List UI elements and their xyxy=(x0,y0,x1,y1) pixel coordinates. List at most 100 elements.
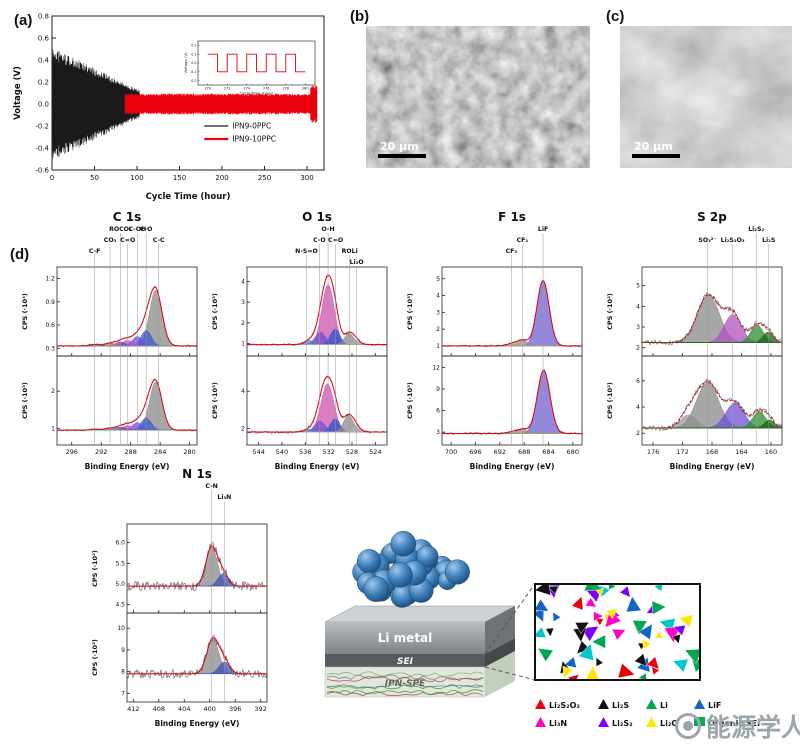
svg-text:404: 404 xyxy=(178,705,190,713)
svg-text:CPS (·10²): CPS (·10²) xyxy=(91,550,99,587)
svg-text:CO₃: CO₃ xyxy=(104,237,117,244)
svg-text:4: 4 xyxy=(241,388,245,395)
svg-text:0.8: 0.8 xyxy=(38,13,49,21)
svg-text:C-N: C-N xyxy=(205,483,217,490)
svg-text:392: 392 xyxy=(254,705,266,713)
svg-text:C=O: C=O xyxy=(328,237,343,244)
svg-text:4: 4 xyxy=(636,303,640,310)
svg-text:-0.2: -0.2 xyxy=(190,79,197,83)
svg-text:20 μm: 20 μm xyxy=(634,140,673,153)
svg-text:684: 684 xyxy=(542,448,554,456)
svg-text:12: 12 xyxy=(432,364,440,371)
sem-image-c: 20 μm xyxy=(620,26,792,173)
svg-text:Voltage (V): Voltage (V) xyxy=(13,66,23,120)
svg-text:N-S=O: N-S=O xyxy=(295,248,318,255)
svg-text:5.5: 5.5 xyxy=(115,560,125,567)
svg-text:10: 10 xyxy=(117,625,125,632)
svg-text:SO₃²⁻: SO₃²⁻ xyxy=(698,237,716,244)
svg-text:C 1s: C 1s xyxy=(113,210,141,224)
svg-text:270: 270 xyxy=(205,87,211,91)
svg-text:CPS (·10³): CPS (·10³) xyxy=(211,293,219,330)
svg-text:Cycle Time (hour): Cycle Time (hour) xyxy=(146,192,231,202)
svg-text:ROCO₂: ROCO₂ xyxy=(109,226,132,233)
svg-text:CPS (·10²): CPS (·10²) xyxy=(606,293,614,330)
svg-text:Li₃N: Li₃N xyxy=(217,494,231,501)
svg-text:C-F: C-F xyxy=(89,248,100,255)
svg-text:Li₂O: Li₂O xyxy=(350,259,364,266)
panel-c-label: (c) xyxy=(606,8,625,25)
svg-text:280: 280 xyxy=(302,87,308,91)
svg-text:SEI: SEI xyxy=(397,657,414,667)
svg-text:4: 4 xyxy=(636,404,640,411)
svg-text:5: 5 xyxy=(436,276,440,283)
panel-a-label: (a) xyxy=(14,12,33,29)
svg-text:Voltage (V): Voltage (V) xyxy=(183,52,188,74)
svg-text:296: 296 xyxy=(66,448,78,456)
svg-text:2: 2 xyxy=(241,425,245,432)
svg-text:Organic SEI: Organic SEI xyxy=(708,719,760,728)
svg-text:0.0: 0.0 xyxy=(38,101,49,109)
svg-text:272: 272 xyxy=(224,87,230,91)
svg-text:692: 692 xyxy=(494,448,506,456)
svg-text:544: 544 xyxy=(252,448,264,456)
svg-text:9: 9 xyxy=(121,647,125,654)
svg-text:Li₂S₂O₃: Li₂S₂O₃ xyxy=(549,701,580,710)
svg-text:5.0: 5.0 xyxy=(115,581,125,588)
svg-text:2: 2 xyxy=(436,326,440,333)
xps-c1s-chart: C 1s 0.3 0.6 0.9 1.2 CPS (·10³) 1 2 CPS (·10³) 29… xyxy=(15,205,205,495)
svg-text:1.2: 1.2 xyxy=(45,276,55,283)
svg-text:150: 150 xyxy=(173,174,186,182)
svg-text:532: 532 xyxy=(322,448,334,456)
svg-text:CPS (·10³): CPS (·10³) xyxy=(21,382,29,419)
svg-text:-0.4: -0.4 xyxy=(35,145,49,153)
svg-text:696: 696 xyxy=(469,448,481,456)
svg-text:0.6: 0.6 xyxy=(45,322,55,329)
svg-text:IPN-SPE: IPN-SPE xyxy=(385,679,426,689)
svg-text:1: 1 xyxy=(51,425,55,432)
svg-text:CPS (·10²): CPS (·10²) xyxy=(606,382,614,419)
svg-text:2: 2 xyxy=(636,430,640,437)
svg-text:CPS (·10³): CPS (·10³) xyxy=(406,293,414,330)
svg-text:3: 3 xyxy=(241,299,245,306)
svg-text:280: 280 xyxy=(183,448,195,456)
svg-text:-0.1: -0.1 xyxy=(190,70,197,74)
svg-text:164: 164 xyxy=(735,448,747,456)
svg-text:Li₂S: Li₂S xyxy=(612,701,629,710)
watermark-text: 能源学人 xyxy=(705,714,800,742)
svg-text:200: 200 xyxy=(215,174,228,182)
panel-b-label: (b) xyxy=(350,8,370,25)
svg-text:680: 680 xyxy=(567,448,579,456)
svg-text:172: 172 xyxy=(676,448,688,456)
svg-text:Li₂S₂: Li₂S₂ xyxy=(612,719,633,728)
svg-text:3: 3 xyxy=(436,309,440,316)
svg-text:IPN9-10PPC: IPN9-10PPC xyxy=(232,135,276,144)
svg-text:-0.2: -0.2 xyxy=(35,123,49,131)
svg-text:LiF: LiF xyxy=(538,226,548,233)
svg-text:100: 100 xyxy=(130,174,143,182)
voltage-cycle-chart: -0.6 -0.4 -0.2 0.0 0.2 0.4 0.6 0.8 0 50 100 150 200 2… xyxy=(6,6,336,207)
svg-text:20 μm: 20 μm xyxy=(380,140,419,153)
xps-f1s-chart: F 1s 1 2 3 4 5 CPS (·10³) 3 6 9 12 CPS (·10³) 700 696… xyxy=(400,205,590,495)
svg-text:N 1s: N 1s xyxy=(182,467,212,481)
svg-text:0.2: 0.2 xyxy=(38,79,49,87)
svg-text:0.3: 0.3 xyxy=(45,345,55,352)
svg-text:S 2p: S 2p xyxy=(697,210,727,224)
svg-text:0.0: 0.0 xyxy=(191,61,196,65)
svg-text:2: 2 xyxy=(51,388,55,395)
svg-text:C-O: C-O xyxy=(313,237,326,244)
svg-text:Li₂S: Li₂S xyxy=(762,237,775,244)
panel-d-label: (d) xyxy=(10,246,30,263)
svg-text:CF₂: CF₂ xyxy=(517,237,529,244)
svg-text:Li₃N: Li₃N xyxy=(549,719,567,728)
xps-n1s-chart: N 1s 4.5 5.0 5.5 6.0 CPS (·10²) 7 8 9 10 CPS (·10²… xyxy=(85,462,275,750)
svg-text:284: 284 xyxy=(154,448,166,456)
svg-text:176: 176 xyxy=(647,448,659,456)
svg-text:274: 274 xyxy=(244,87,250,91)
svg-text:6.0: 6.0 xyxy=(115,540,125,547)
svg-text:Li: Li xyxy=(660,701,668,710)
svg-text:1: 1 xyxy=(241,341,245,348)
svg-text:400: 400 xyxy=(204,705,216,713)
svg-text:540: 540 xyxy=(276,448,288,456)
svg-text:0.4: 0.4 xyxy=(38,57,50,65)
svg-text:278: 278 xyxy=(283,87,289,91)
